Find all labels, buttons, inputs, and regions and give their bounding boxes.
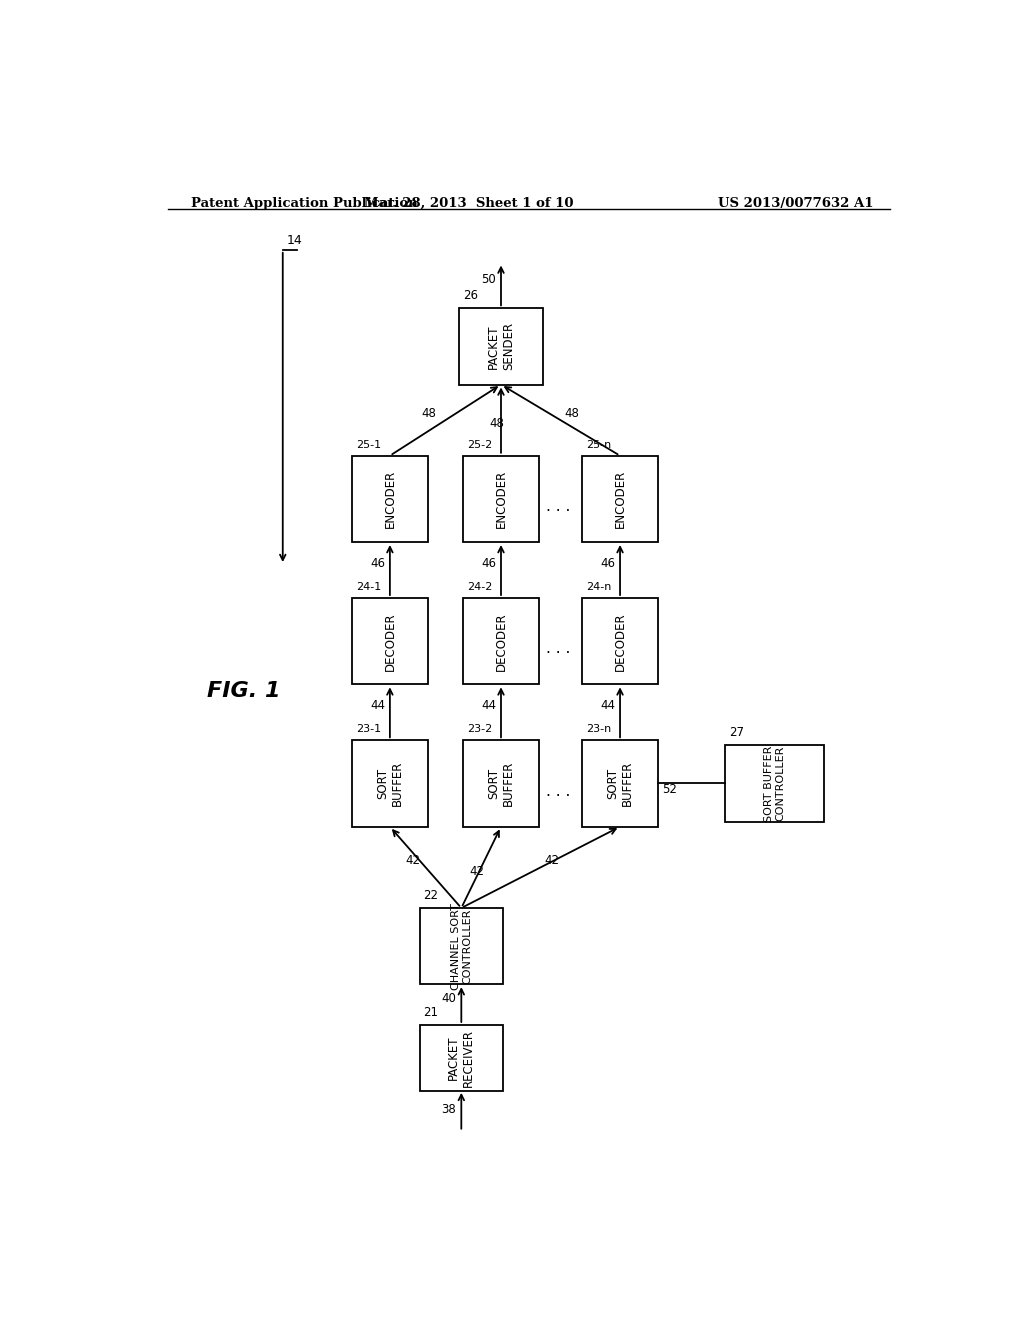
Text: 52: 52 [662, 783, 677, 796]
Bar [460, 309, 543, 384]
Bar [583, 455, 657, 543]
Text: SORT
BUFFER: SORT BUFFER [606, 760, 634, 807]
Text: SORT BUFFER
CONTROLLER: SORT BUFFER CONTROLLER [764, 746, 785, 821]
Text: 25-n: 25-n [587, 440, 611, 450]
Bar [352, 598, 428, 684]
Text: ENCODER: ENCODER [613, 470, 627, 528]
Text: 44: 44 [370, 700, 385, 713]
Text: . . .: . . . [546, 499, 570, 515]
Text: 46: 46 [481, 557, 497, 570]
Bar [463, 741, 539, 826]
Bar [725, 746, 824, 821]
Text: . . .: . . . [546, 784, 570, 799]
Bar [463, 455, 539, 543]
Text: 26: 26 [463, 289, 478, 302]
Text: 22: 22 [424, 888, 438, 902]
Text: US 2013/0077632 A1: US 2013/0077632 A1 [719, 197, 873, 210]
Text: 27: 27 [729, 726, 744, 739]
Text: 38: 38 [441, 1104, 457, 1117]
Text: DECODER: DECODER [495, 612, 508, 671]
Text: 46: 46 [600, 557, 615, 570]
Text: ENCODER: ENCODER [495, 470, 508, 528]
Text: PACKET
SENDER: PACKET SENDER [487, 322, 515, 371]
Bar [352, 741, 428, 826]
Bar [420, 1024, 503, 1090]
Text: 44: 44 [600, 700, 615, 713]
Text: 50: 50 [481, 273, 496, 286]
Text: 48: 48 [422, 407, 436, 420]
Bar [583, 741, 657, 826]
Text: SORT
BUFFER: SORT BUFFER [376, 760, 403, 807]
Text: 48: 48 [564, 407, 580, 420]
Text: DECODER: DECODER [383, 612, 396, 671]
Text: SORT
BUFFER: SORT BUFFER [487, 760, 515, 807]
Text: 48: 48 [489, 417, 504, 430]
Text: FIG. 1: FIG. 1 [207, 681, 281, 701]
Text: 23-n: 23-n [587, 725, 611, 734]
Bar [352, 455, 428, 543]
Bar [420, 908, 503, 985]
Text: 42: 42 [545, 854, 560, 867]
Text: PACKET
RECEIVER: PACKET RECEIVER [447, 1028, 475, 1086]
Bar [463, 598, 539, 684]
Text: 14: 14 [287, 234, 302, 247]
Text: 44: 44 [481, 700, 497, 713]
Text: 42: 42 [469, 865, 484, 878]
Text: 21: 21 [424, 1006, 438, 1019]
Text: 40: 40 [441, 991, 457, 1005]
Text: 25-2: 25-2 [467, 440, 493, 450]
Text: Mar. 28, 2013  Sheet 1 of 10: Mar. 28, 2013 Sheet 1 of 10 [365, 197, 574, 210]
Text: Patent Application Publication: Patent Application Publication [191, 197, 418, 210]
Bar [583, 598, 657, 684]
Text: 46: 46 [370, 557, 385, 570]
Text: ENCODER: ENCODER [383, 470, 396, 528]
Text: 25-1: 25-1 [356, 440, 381, 450]
Text: CHANNEL SORT
CONTROLLER: CHANNEL SORT CONTROLLER [451, 903, 472, 990]
Text: 23-2: 23-2 [467, 725, 493, 734]
Text: 24-1: 24-1 [356, 582, 381, 591]
Text: 24-n: 24-n [587, 582, 611, 591]
Text: DECODER: DECODER [613, 612, 627, 671]
Text: 24-2: 24-2 [467, 582, 493, 591]
Text: . . .: . . . [546, 642, 570, 656]
Text: 23-1: 23-1 [356, 725, 381, 734]
Text: 42: 42 [406, 854, 421, 867]
